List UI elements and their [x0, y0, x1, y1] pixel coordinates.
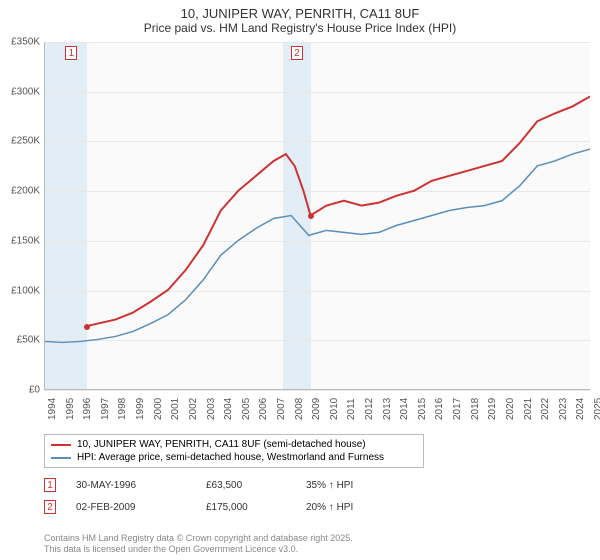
y-tick-label: £250K [11, 136, 40, 147]
footnote-line1: Contains HM Land Registry data © Crown c… [44, 533, 353, 545]
legend: 10, JUNIPER WAY, PENRITH, CA11 8UF (semi… [44, 434, 424, 468]
sale-price: £175,000 [206, 502, 286, 513]
y-tick-label: £50K [17, 335, 40, 346]
x-tick-label: 2006 [258, 398, 269, 420]
x-tick-label: 2021 [523, 398, 534, 420]
x-tick-label: 2008 [294, 398, 305, 420]
x-tick-label: 2003 [206, 398, 217, 420]
x-tick-label: 2012 [364, 398, 375, 420]
x-tick-label: 1999 [135, 398, 146, 420]
y-tick-label: £0 [29, 385, 40, 396]
x-tick-label: 2025 [593, 398, 600, 420]
x-tick-label: 2018 [470, 398, 481, 420]
x-tick-label: 2000 [153, 398, 164, 420]
sale-diff: 35% ↑ HPI [306, 480, 353, 491]
legend-label-price: 10, JUNIPER WAY, PENRITH, CA11 8UF (semi… [77, 439, 366, 450]
x-tick-label: 2009 [311, 398, 322, 420]
title-line1: 10, JUNIPER WAY, PENRITH, CA11 8UF [0, 6, 600, 21]
x-axis-labels: 1994 1995 1996 1997 1998 1999 2000 2001 2002 2003… [44, 392, 590, 432]
x-tick-label: 1996 [82, 398, 93, 420]
sale-marker-box: 1 [65, 46, 77, 60]
y-tick-label: £350K [11, 37, 40, 48]
x-tick-label: 1997 [100, 398, 111, 420]
y-tick-label: £100K [11, 285, 40, 296]
footnote-line2: This data is licensed under the Open Gov… [44, 544, 353, 556]
sale-dot [308, 213, 314, 219]
y-tick-label: £150K [11, 235, 40, 246]
y-tick-label: £300K [11, 86, 40, 97]
series-line-hpi [45, 149, 590, 342]
x-tick-label: 2005 [241, 398, 252, 420]
x-tick-label: 2019 [487, 398, 498, 420]
sale-row: 2 02-FEB-2009 £175,000 20% ↑ HPI [44, 500, 353, 514]
sale-diff: 20% ↑ HPI [306, 502, 353, 513]
x-tick-label: 2011 [346, 398, 357, 420]
title-line2: Price paid vs. HM Land Registry's House … [0, 21, 600, 35]
chart-lines-svg [45, 42, 590, 389]
x-tick-label: 2014 [399, 398, 410, 420]
x-tick-label: 2016 [434, 398, 445, 420]
sale-marker-box: 2 [291, 46, 303, 60]
x-tick-label: 2001 [170, 398, 181, 420]
series-line-price_paid [87, 97, 590, 327]
x-tick-label: 2004 [223, 398, 234, 420]
sale-marker-2: 2 [44, 500, 56, 514]
sale-price: £63,500 [206, 480, 286, 491]
x-tick-label: 1995 [65, 398, 76, 420]
x-tick-label: 2002 [188, 398, 199, 420]
x-tick-label: 2022 [540, 398, 551, 420]
legend-label-hpi: HPI: Average price, semi-detached house,… [77, 452, 384, 463]
legend-row: HPI: Average price, semi-detached house,… [51, 451, 417, 464]
sale-date: 02-FEB-2009 [76, 502, 186, 513]
legend-row: 10, JUNIPER WAY, PENRITH, CA11 8UF (semi… [51, 438, 417, 451]
legend-swatch-hpi [51, 457, 71, 459]
footnote: Contains HM Land Registry data © Crown c… [44, 533, 353, 556]
x-tick-label: 1994 [47, 398, 58, 420]
x-tick-label: 2007 [276, 398, 287, 420]
sale-date: 30-MAY-1996 [76, 480, 186, 491]
sale-marker-1: 1 [44, 478, 56, 492]
y-axis-labels: £0£50K£100K£150K£200K£250K£300K£350K [0, 42, 42, 390]
x-tick-label: 2023 [558, 398, 569, 420]
chart-plot-area: 12 [44, 42, 590, 390]
x-tick-label: 2017 [452, 398, 463, 420]
x-tick-label: 1998 [117, 398, 128, 420]
legend-swatch-price [51, 444, 71, 446]
x-tick-label: 2020 [505, 398, 516, 420]
sale-row: 1 30-MAY-1996 £63,500 35% ↑ HPI [44, 478, 353, 492]
y-tick-label: £200K [11, 186, 40, 197]
x-tick-label: 2013 [382, 398, 393, 420]
x-tick-label: 2024 [575, 398, 586, 420]
x-tick-label: 2015 [417, 398, 428, 420]
chart-title-block: 10, JUNIPER WAY, PENRITH, CA11 8UF Price… [0, 0, 600, 37]
x-tick-label: 2010 [329, 398, 340, 420]
